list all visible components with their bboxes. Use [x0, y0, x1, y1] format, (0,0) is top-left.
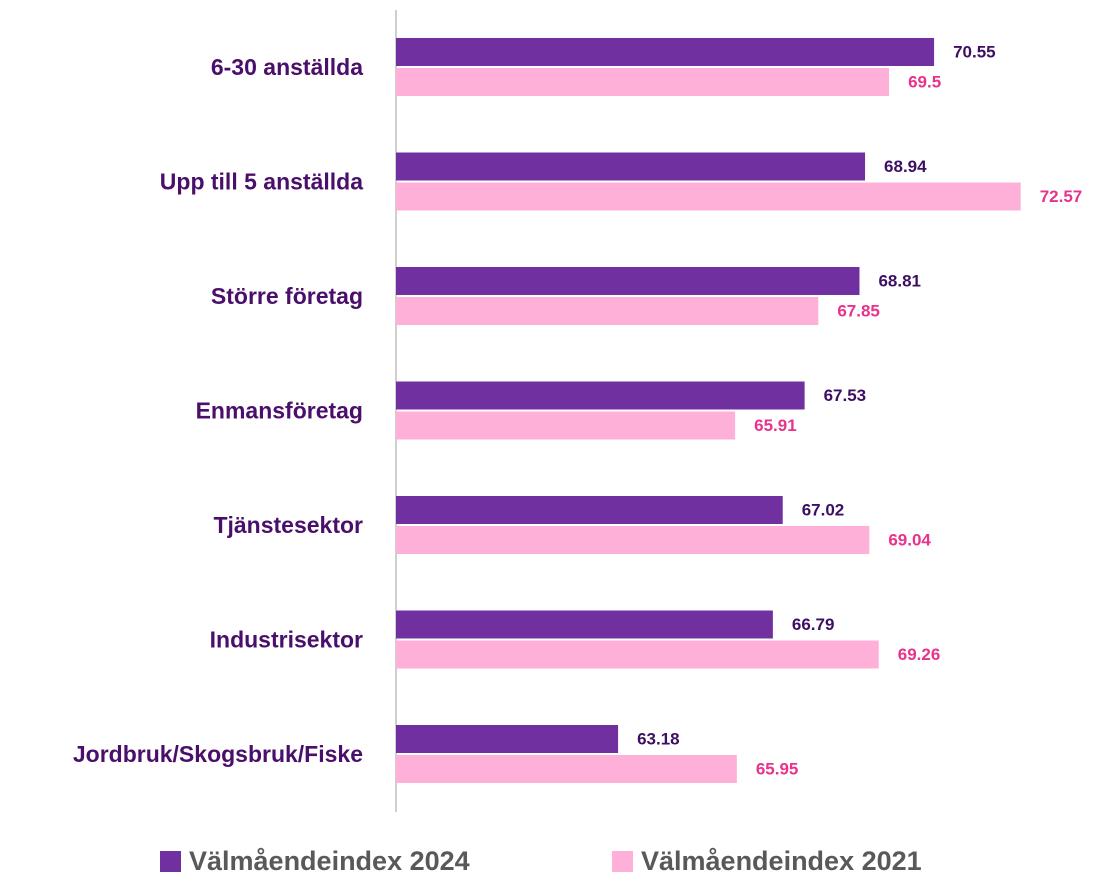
bar	[396, 38, 935, 66]
data-label: 65.95	[756, 759, 799, 778]
data-label: 67.85	[837, 301, 880, 320]
category-label: Industrisektor	[210, 627, 363, 653]
legend-swatch	[160, 851, 181, 872]
data-label: 70.55	[953, 42, 996, 61]
category-label: Större företag	[211, 283, 363, 309]
data-label: 69.04	[888, 530, 931, 549]
category-label: 6-30 anställda	[211, 54, 363, 80]
category-label: Enmansföretag	[196, 398, 363, 424]
data-label: 68.94	[884, 157, 927, 176]
bar	[396, 526, 870, 554]
data-label: 66.79	[792, 615, 835, 634]
bar	[396, 297, 819, 325]
bar	[396, 496, 783, 524]
bar	[396, 68, 890, 96]
bar	[396, 152, 866, 181]
bar	[396, 610, 773, 639]
bar	[396, 381, 805, 410]
data-label: 65.91	[754, 416, 797, 435]
data-label: 68.81	[878, 271, 921, 290]
bar	[396, 725, 619, 753]
data-label: 69.26	[898, 645, 941, 664]
category-label: Jordbruk/Skogsbruk/Fiske	[73, 741, 363, 767]
data-label: 67.02	[802, 500, 845, 519]
legend-swatch	[612, 851, 633, 872]
legend-label: Välmåendeindex 2021	[641, 846, 922, 876]
bar	[396, 267, 860, 295]
bar	[396, 640, 879, 669]
data-label: 63.18	[637, 729, 680, 748]
data-label: 67.53	[824, 386, 867, 405]
category-label: Tjänstesektor	[213, 512, 363, 538]
category-label: Upp till 5 anställda	[160, 169, 363, 195]
bar	[396, 411, 736, 440]
data-label: 69.5	[908, 72, 941, 91]
legend-label: Välmåendeindex 2024	[189, 846, 470, 876]
bar	[396, 182, 1021, 211]
bar	[396, 755, 737, 783]
data-label: 72.57	[1040, 187, 1083, 206]
